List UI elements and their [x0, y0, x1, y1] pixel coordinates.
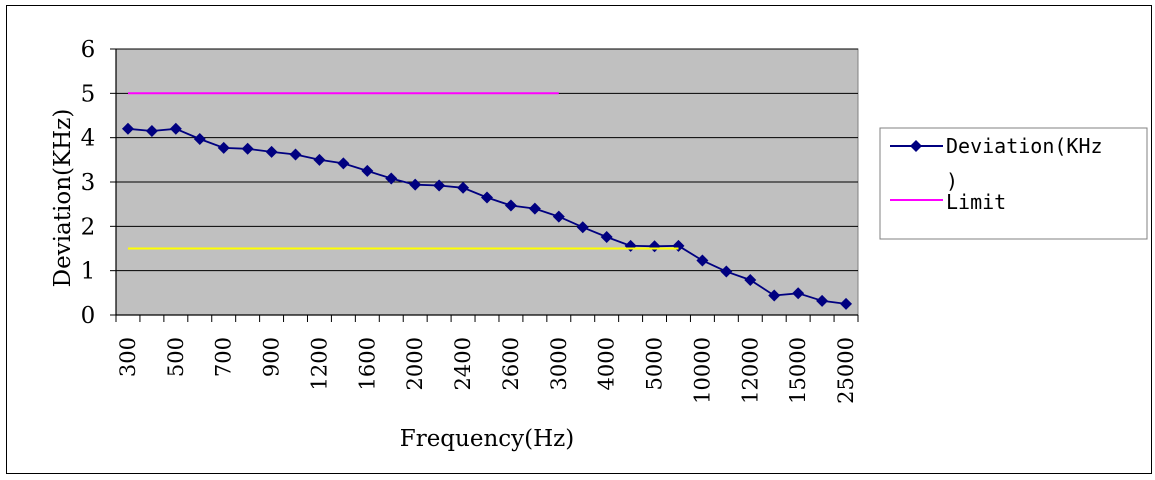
data-point [409, 178, 422, 191]
x-tick-label: 900 [260, 337, 284, 377]
x-tick-label: 2000 [403, 337, 427, 390]
data-point [385, 172, 398, 185]
data-point [481, 191, 493, 204]
data-point [457, 181, 470, 194]
x-tick-label: 300 [116, 337, 140, 377]
x-tick-label: 5000 [643, 337, 667, 390]
x-tick-label: 1200 [307, 337, 331, 390]
data-point [720, 265, 733, 278]
y-tick-label: 2 [81, 214, 96, 240]
axes [110, 48, 859, 322]
x-tick-label: 12000 [738, 337, 762, 404]
data-point [528, 202, 541, 215]
x-tick-label: 4000 [595, 337, 619, 390]
legend-label-deviation-cont: ) [946, 169, 958, 193]
y-tick-label: 3 [81, 170, 96, 196]
data-point [433, 179, 446, 192]
x-tick-label: 1600 [355, 337, 379, 390]
data-point [217, 141, 230, 154]
data-point [840, 297, 853, 310]
data-point [816, 294, 829, 307]
x-tick-label: 25000 [834, 337, 858, 404]
data-point [169, 122, 182, 135]
legend-label-deviation: Deviation(KHz [946, 134, 1103, 158]
x-tick-label: 15000 [786, 337, 810, 404]
data-point [744, 273, 757, 286]
data-point [361, 164, 374, 177]
data-point [289, 148, 302, 161]
data-point [241, 142, 254, 155]
y-tick-label: 5 [81, 81, 96, 107]
data-point [768, 289, 781, 302]
x-tick-label: 2400 [451, 337, 475, 390]
data-point [313, 153, 326, 166]
data-point [696, 254, 709, 267]
y-tick-label: 4 [81, 126, 96, 152]
x-tick-label: 10000 [690, 337, 714, 404]
x-axis-title: Frequency(Hz) [400, 426, 575, 452]
data-point [576, 221, 589, 234]
y-tick-label: 1 [81, 259, 96, 285]
legend-label-limit: Limit [946, 190, 1006, 214]
legend: Deviation(KHz ) Limit [879, 127, 1148, 240]
data-point [337, 157, 350, 170]
data-point [552, 210, 565, 223]
x-tick-labels: 300 500 700 900 1200 1600 2000 2400 2600 3000 4000… [116, 337, 858, 404]
y-tick-label: 0 [81, 303, 96, 329]
data-point [145, 125, 158, 138]
y-tick-label: 6 [81, 37, 96, 63]
x-tick-label: 2600 [499, 337, 523, 390]
legend-marker-deviation [910, 140, 922, 152]
series-layer [121, 92, 853, 310]
data-point [600, 230, 613, 243]
y-axis-title: Deviation(KHz) [50, 109, 76, 288]
x-tick-label: 3000 [547, 337, 571, 390]
data-point [193, 132, 206, 145]
x-tick-label: 500 [164, 337, 188, 377]
data-point [792, 287, 805, 300]
data-point [121, 122, 134, 135]
data-point [265, 145, 278, 158]
data-point [504, 199, 517, 212]
y-tick-labels: 0 1 2 3 4 5 6 [81, 37, 96, 329]
x-tick-label: 700 [212, 337, 236, 377]
